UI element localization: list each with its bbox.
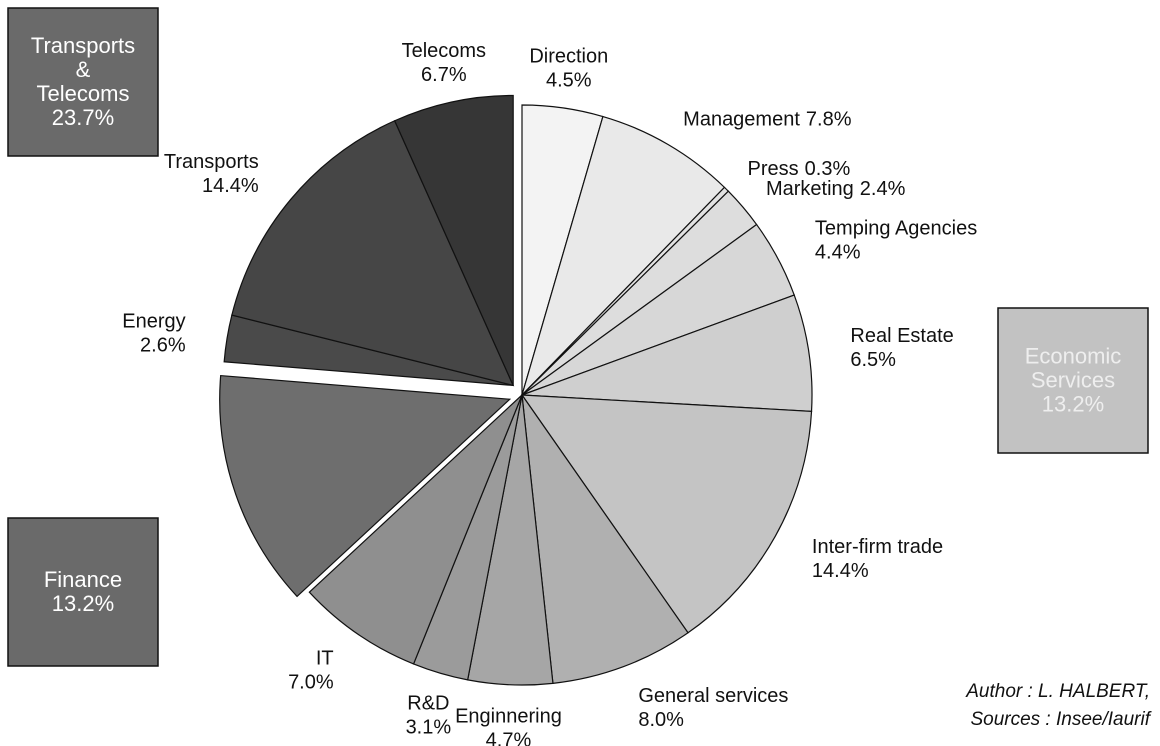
- pie-slice: [231, 119, 515, 387]
- slice-value: 2.4%: [860, 178, 906, 200]
- author-note: Sources : Insee/Iaurif: [970, 709, 1151, 730]
- slice-label: R&D 3.1%: [406, 693, 452, 739]
- slice-label: Transports 14.4%: [164, 151, 259, 197]
- group-name: &: [76, 57, 91, 82]
- group-name: Economic: [1025, 344, 1122, 369]
- slice-name: Marketing: [766, 178, 854, 200]
- slice-name: Press: [748, 158, 799, 180]
- slice-name: Direction: [529, 45, 608, 67]
- pie-slice: [219, 374, 512, 598]
- slice-label: Inter-firm trade 14.4%: [812, 536, 943, 582]
- pie-slice: [393, 94, 514, 386]
- slice-value: 0.3%: [805, 158, 851, 180]
- pie-slice: [521, 294, 813, 413]
- slice-name: R&D: [407, 693, 449, 715]
- slice-value: 8.0%: [638, 709, 684, 731]
- slice-name: IT: [316, 647, 334, 669]
- slice-label: Press 0.3%: [748, 158, 851, 180]
- pie-slice: [521, 394, 689, 685]
- slice-value: 6.7%: [421, 64, 467, 86]
- slice-value: 14.4%: [812, 560, 869, 582]
- group-box: [997, 307, 1149, 454]
- slice-label: IT 7.0%: [288, 647, 334, 693]
- slice-label: Management 7.8%: [683, 109, 852, 131]
- group-box: [7, 7, 159, 157]
- slice-name: Telecoms: [402, 40, 486, 62]
- slice-label: Marketing 2.4%: [766, 178, 906, 200]
- group-value: 13.2%: [1042, 392, 1104, 417]
- group-label: Economic Services 13.2%: [1025, 344, 1122, 417]
- slice-label: Energy 2.6%: [122, 310, 186, 356]
- slice-value: 4.5%: [546, 69, 592, 91]
- slice-name: Enginnering: [455, 706, 562, 728]
- group-name: Telecoms: [37, 81, 130, 106]
- slice-value: 6.5%: [850, 349, 896, 371]
- slice-label: Enginnering 4.7%: [455, 706, 562, 746]
- slice-value: 3.1%: [406, 717, 452, 739]
- slice-label: Real Estate 6.5%: [850, 325, 953, 371]
- slice-value: 2.6%: [140, 334, 186, 356]
- slice-name: Real Estate: [850, 325, 953, 347]
- group-name: Transports: [31, 33, 135, 58]
- group-value: 23.7%: [52, 105, 114, 130]
- group-name: Services: [1031, 368, 1115, 393]
- group-label: Transports & Telecoms 23.7%: [31, 33, 135, 130]
- slice-label: Telecoms 6.7%: [402, 40, 486, 86]
- slice-value: 7.0%: [288, 671, 334, 693]
- slice-label: Temping Agencies 4.4%: [815, 218, 977, 264]
- slice-value: 4.7%: [486, 730, 532, 746]
- slice-value: 14.4%: [202, 175, 259, 197]
- pie-slice: [308, 394, 523, 665]
- slice-label: General services 8.0%: [638, 685, 788, 731]
- group-box: [7, 517, 159, 667]
- pie-slice: [520, 394, 813, 634]
- author-note: Author : L. HALBERT,: [965, 681, 1150, 702]
- slice-name: Inter-firm trade: [812, 536, 943, 558]
- slice-name: Management: [683, 109, 800, 131]
- group-name: Finance: [44, 567, 122, 592]
- slice-name: Transports: [164, 151, 259, 173]
- pie-slice: [521, 115, 726, 396]
- group-label: Finance 13.2%: [44, 567, 122, 616]
- slice-name: Energy: [122, 310, 185, 332]
- slice-name: General services: [638, 685, 788, 707]
- slice-name: Temping Agencies: [815, 218, 977, 240]
- slice-label: Direction 4.5%: [529, 45, 608, 91]
- slice-value: 7.8%: [806, 109, 852, 131]
- group-value: 13.2%: [52, 591, 114, 616]
- slice-value: 4.4%: [815, 242, 861, 264]
